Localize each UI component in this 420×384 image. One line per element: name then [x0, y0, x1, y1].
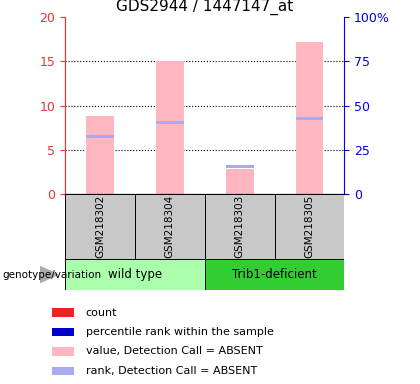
Text: GSM218304: GSM218304	[165, 195, 175, 258]
Bar	[65, 194, 135, 259]
Bar	[226, 165, 254, 168]
Text: percentile rank within the sample: percentile rank within the sample	[86, 327, 273, 337]
Bar	[65, 259, 205, 290]
Text: GSM218305: GSM218305	[304, 195, 315, 258]
Bar	[205, 194, 275, 259]
Bar	[156, 121, 184, 124]
Bar	[52, 328, 74, 336]
Bar	[135, 194, 205, 259]
Text: GSM218303: GSM218303	[235, 195, 245, 258]
Bar	[275, 194, 344, 259]
Bar	[52, 367, 74, 375]
Bar	[205, 259, 344, 290]
Text: GSM218302: GSM218302	[95, 195, 105, 258]
Text: genotype/variation: genotype/variation	[2, 270, 101, 280]
Bar	[226, 169, 254, 194]
Bar	[156, 61, 184, 194]
Bar	[86, 135, 114, 138]
Text: rank, Detection Call = ABSENT: rank, Detection Call = ABSENT	[86, 366, 257, 376]
Bar	[52, 308, 74, 317]
Title: GDS2944 / 1447147_at: GDS2944 / 1447147_at	[116, 0, 294, 15]
Text: value, Detection Call = ABSENT: value, Detection Call = ABSENT	[86, 346, 262, 356]
Bar	[296, 42, 323, 194]
Bar	[52, 347, 74, 356]
Bar	[86, 116, 114, 194]
Polygon shape	[40, 266, 58, 283]
Text: wild type: wild type	[108, 268, 162, 281]
Bar	[296, 117, 323, 121]
Text: Trib1-deficient: Trib1-deficient	[232, 268, 317, 281]
Text: count: count	[86, 308, 117, 318]
